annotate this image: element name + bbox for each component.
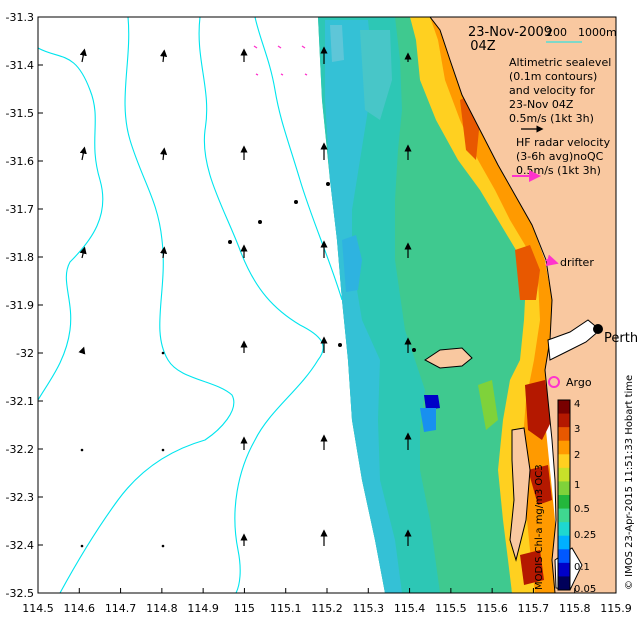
colorbar-ticks: 4 3 2 1 0.5 0.25 0.1 0.05 [574, 399, 596, 595]
contour-label-200: 200 [546, 26, 567, 39]
colorbar-tick-label: 0.1 [574, 562, 590, 573]
date-label: 23-Nov-2009 [468, 25, 552, 40]
colorbar-swatch [558, 495, 570, 510]
y-tick-label: -31.8 [6, 251, 34, 264]
y-tick-label: -32.2 [6, 443, 34, 456]
colorbar-tick-label: 2 [574, 450, 580, 461]
y-tick-label: -32.4 [6, 539, 34, 552]
altimetry-legend-line-5: 0.5m/s (1kt 3h) [509, 112, 594, 125]
y-tick-label: -32.3 [6, 491, 34, 504]
colorbar-swatch [558, 440, 570, 455]
x-tick-label: 114.6 [64, 602, 96, 615]
colorbar-swatch [558, 400, 570, 415]
colorbar-tick-label: 0.25 [574, 530, 596, 541]
altimetry-legend: Altimetric sealevel (0.1m contours) and … [509, 56, 611, 133]
colorbar-swatch [558, 522, 570, 537]
hf-radar-vectors [253, 45, 308, 76]
x-tick-label: 115.6 [476, 602, 508, 615]
time-label: 04Z [470, 39, 496, 54]
colorbar-tick-label: 0.5 [574, 504, 590, 515]
colorbar-swatch [558, 481, 570, 496]
swan-river [547, 319, 601, 361]
colorbar-tick-label: 4 [574, 399, 580, 410]
x-axis-ticks: 114.5 114.6 114.7 114.8 114.9 115 115.1 115.2 11… [22, 588, 632, 615]
x-tick-label: 114.7 [105, 602, 137, 615]
bathymetry-contours [38, 17, 343, 593]
colorbar-swatch [558, 427, 570, 442]
colorbar-swatch [558, 549, 570, 564]
garden-island [509, 427, 531, 562]
altimetry-vectors [78, 46, 412, 546]
colorbar-swatch [558, 467, 570, 482]
colorbar-swatch [558, 535, 570, 550]
colorbar-tick-label: 3 [574, 424, 580, 435]
argo-label: Argo [566, 376, 592, 389]
colorbar-title: MODIS Chl-a mg/m3 OC3 [534, 464, 545, 590]
x-tick-label: 115.9 [600, 602, 632, 615]
x-tick-label: 115.2 [311, 602, 343, 615]
colorbar-swatch [558, 413, 570, 428]
altimetry-dots [80, 182, 416, 548]
colorbar [557, 399, 571, 591]
contour-label-1000: 1000m [578, 26, 617, 39]
colorbar-swatch [558, 562, 570, 577]
y-tick-label: -31.7 [6, 203, 34, 216]
altimetry-legend-line-2: (0.1m contours) [509, 70, 597, 83]
x-tick-label: 115 [234, 602, 255, 615]
y-tick-label: -31.6 [6, 155, 34, 168]
y-tick-label: -32.5 [6, 587, 34, 600]
altimetry-legend-line-1: Altimetric sealevel [509, 56, 611, 69]
colorbar-frame [557, 399, 571, 591]
y-tick-label: -32 [16, 347, 34, 360]
drifter-label: drifter [560, 256, 594, 269]
y-axis-ticks: -31.3 -31.4 -31.5 -31.6 -31.7 -31.8 -31.9 -32 -3… [6, 11, 43, 600]
x-tick-label: 114.5 [22, 602, 54, 615]
colorbar-tick-label: 1 [574, 480, 580, 491]
x-tick-label: 114.9 [187, 602, 219, 615]
colorbar-tick-label: 0.05 [574, 584, 596, 595]
hf-legend-line-2: (3-6h avg)noQC [516, 150, 604, 163]
y-tick-label: -31.5 [6, 107, 34, 120]
credit-text: © IMOS 23-Apr-2015 11:51:33 Hobart time [624, 375, 635, 590]
perth-label: Perth [604, 331, 638, 346]
hf-legend-line-1: HF radar velocity [516, 136, 611, 149]
argo-marker [548, 376, 560, 388]
x-tick-label: 115.8 [559, 602, 591, 615]
x-tick-label: 115.3 [353, 602, 385, 615]
altimetry-legend-line-4: 23-Nov 04Z [509, 98, 574, 111]
x-tick-label: 114.8 [146, 602, 178, 615]
drifter-arrow [545, 254, 559, 267]
colorbar-swatch [558, 454, 570, 469]
y-tick-label: -31.4 [6, 59, 34, 72]
colorbar-swatch [558, 576, 570, 591]
perth-marker [593, 324, 603, 334]
hf-legend: HF radar velocity (3-6h avg)noQC 0.5m/s … [512, 136, 611, 182]
y-tick-label: -31.9 [6, 299, 34, 312]
x-tick-label: 115.7 [518, 602, 550, 615]
x-tick-label: 115.5 [435, 602, 467, 615]
colorbar-swatch [558, 508, 570, 523]
x-tick-label: 115.4 [394, 602, 426, 615]
altimetry-legend-line-3: and velocity for [509, 84, 595, 97]
rottnest-island [424, 347, 473, 369]
y-tick-label: -32.1 [6, 395, 34, 408]
y-tick-label: -31.3 [6, 11, 34, 24]
x-tick-label: 115.1 [270, 602, 302, 615]
